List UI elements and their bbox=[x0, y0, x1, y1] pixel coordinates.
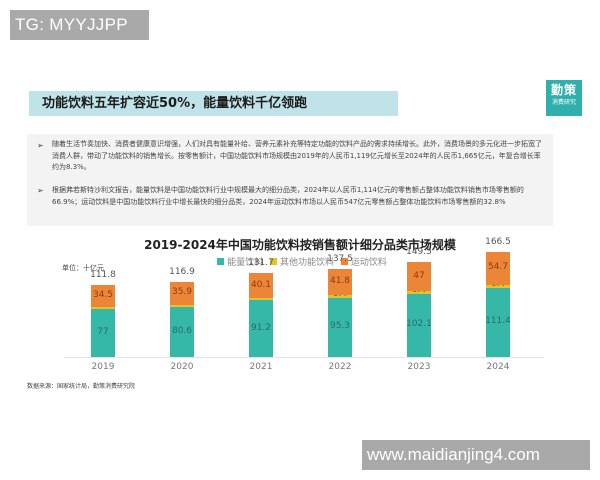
bar-value-label: 41.8 bbox=[329, 276, 351, 287]
x-axis-line bbox=[64, 357, 544, 358]
section-title: 功能饮料五年扩容近50%，能量饮料千亿领跑 bbox=[29, 91, 398, 116]
chart-legend: 能量饮料 其他功能饮料 运动饮料 bbox=[0, 255, 600, 268]
legend-label-sports: 运动饮料 bbox=[350, 258, 387, 268]
bar-total-label: 166.5 bbox=[485, 236, 511, 247]
bar-segment bbox=[328, 295, 352, 298]
bar-value-label: 80.6 bbox=[171, 326, 193, 336]
x-tick-label: 2022 bbox=[328, 362, 352, 372]
bar-value-label: 54.7 bbox=[487, 262, 509, 273]
bar-segment bbox=[170, 282, 194, 305]
bar-value-label: 102.1 bbox=[406, 319, 432, 330]
bar-segment bbox=[170, 304, 194, 308]
data-source: 数据来源：国家统计局，勤策消费研究院 bbox=[27, 383, 136, 390]
bar-segment bbox=[249, 273, 273, 298]
x-tick-label: 2023 bbox=[407, 362, 431, 372]
bar-segment bbox=[91, 309, 115, 357]
legend-swatch-sports bbox=[340, 258, 348, 265]
arrow-bullet-icon: ➢ bbox=[37, 186, 44, 195]
logo-subtitle: 消费研究 bbox=[551, 99, 576, 106]
bar-total-label: 137.5 bbox=[327, 254, 353, 265]
bar-segment bbox=[486, 251, 510, 286]
bar-value-label: 111.4 bbox=[485, 316, 511, 327]
bar-total-label: 116.9 bbox=[169, 267, 195, 278]
bar-value-label: 47 bbox=[413, 270, 425, 281]
bar-value-label: 77 bbox=[97, 327, 109, 338]
bar-segment bbox=[249, 297, 273, 301]
bar-segment bbox=[91, 306, 115, 310]
bar-segment bbox=[407, 262, 431, 292]
bar-value-label: 95.3 bbox=[329, 321, 351, 332]
bar-value-label: 91.2 bbox=[250, 322, 272, 333]
bar-segment bbox=[407, 293, 431, 357]
watermark-bottom-right: www.maidianjing4.com bbox=[362, 440, 590, 470]
bar-total-label: 149.5 bbox=[406, 247, 432, 258]
chart-title: 2019-2024年中国功能饮料按销售额计细分品类市场规模 bbox=[144, 238, 456, 252]
legend-label-other: 其他功能饮料 bbox=[279, 258, 334, 268]
brand-logo: 勤策 消费研究 bbox=[546, 80, 582, 116]
arrow-bullet-icon: ➢ bbox=[37, 141, 44, 150]
bar-segment bbox=[486, 287, 510, 357]
bar-segment bbox=[328, 297, 352, 357]
legend-swatch-other bbox=[269, 258, 277, 265]
unit-label: 单位：十亿元 bbox=[62, 264, 104, 272]
bar-segment bbox=[328, 269, 352, 296]
summary-box: ➢ 随着生活节奏加快、消费者健康意识增强，人们对具有能量补给、营养元素补充等特定… bbox=[27, 134, 553, 226]
x-tick-label: 2021 bbox=[249, 362, 273, 372]
legend-label-energy: 能量饮料 bbox=[227, 258, 264, 268]
bar-value-label: 34.5 bbox=[92, 290, 114, 301]
x-tick-label: 2019 bbox=[91, 362, 115, 372]
watermark-top-left: TG: MYYJJPP bbox=[10, 10, 149, 40]
bar-segment bbox=[170, 307, 194, 357]
bar-segment bbox=[407, 291, 431, 294]
bar-value-label: 40.1 bbox=[250, 279, 272, 290]
bar-total-label: 111.8 bbox=[90, 270, 116, 281]
legend-swatch-energy bbox=[217, 258, 225, 265]
bar-segment bbox=[91, 285, 115, 307]
bar-segment bbox=[249, 300, 273, 357]
bar-value-label: 35.9 bbox=[171, 287, 193, 298]
bar-segment bbox=[486, 285, 510, 288]
x-tick-label: 2024 bbox=[486, 362, 510, 372]
bullet-text-2: 根据弗若斯特沙利文报告，能量饮料是中国功能饮料行业中规模最大的细分品类，2024… bbox=[52, 186, 524, 206]
bar-total-label: 131.7 bbox=[248, 258, 274, 269]
x-tick-label: 2020 bbox=[170, 362, 194, 372]
bullet-text-1: 随着生活节奏加快、消费者健康意识增强，人们对具有能量补给、营养元素补充等特定功能… bbox=[52, 140, 542, 171]
logo-name: 勤策 bbox=[550, 83, 577, 97]
